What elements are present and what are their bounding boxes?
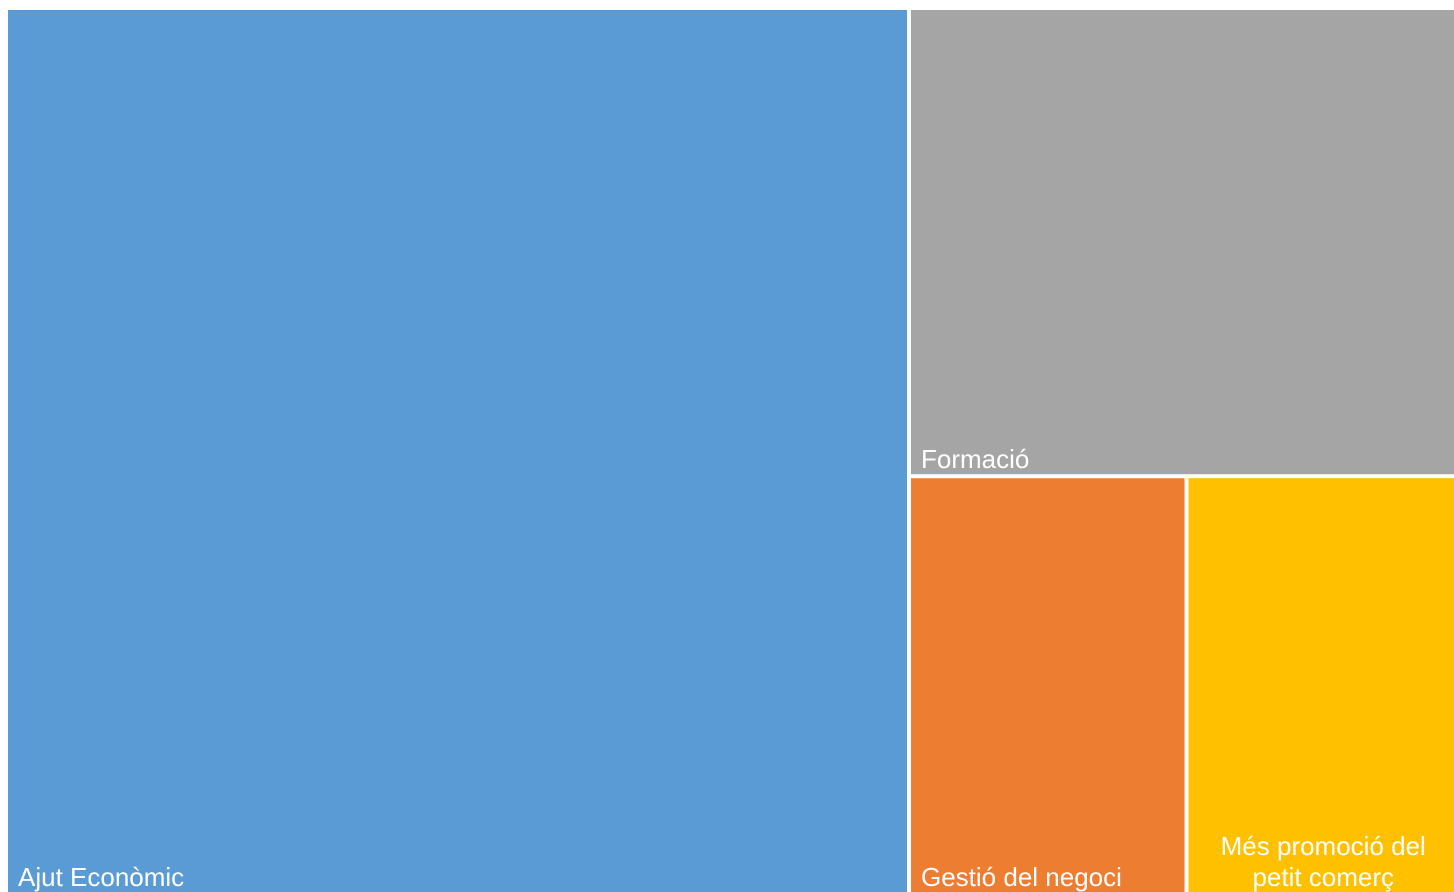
tile-rect-formacio: [911, 10, 1454, 475]
tile-formacio: Formació: [911, 10, 1454, 475]
tile-ajut-economic: Ajut Econòmic: [8, 10, 907, 892]
tile-gestio-del-negoci: Gestió del negoci: [911, 478, 1185, 892]
tile-rect-ajut-economic: [8, 10, 907, 892]
tile-label-mes-promocio-del-petit-comerc: Més promoció del petit comerç: [1221, 831, 1426, 892]
tile-label-ajut-economic: Ajut Econòmic: [18, 862, 184, 892]
tile-rect-gestio-del-negoci: [911, 478, 1185, 892]
tile-label-formacio: Formació: [921, 444, 1029, 474]
tile-rect-mes-promocio-del-petit-comerc: [1188, 478, 1454, 892]
treemap-tiles: Ajut Econòmic Formació Gestió del negoci Mé…: [8, 10, 1454, 892]
tile-mes-promocio-del-petit-comerc: Més promoció del petit comerç: [1188, 478, 1454, 892]
tile-label-gestio-del-negoci: Gestió del negoci: [921, 862, 1122, 892]
